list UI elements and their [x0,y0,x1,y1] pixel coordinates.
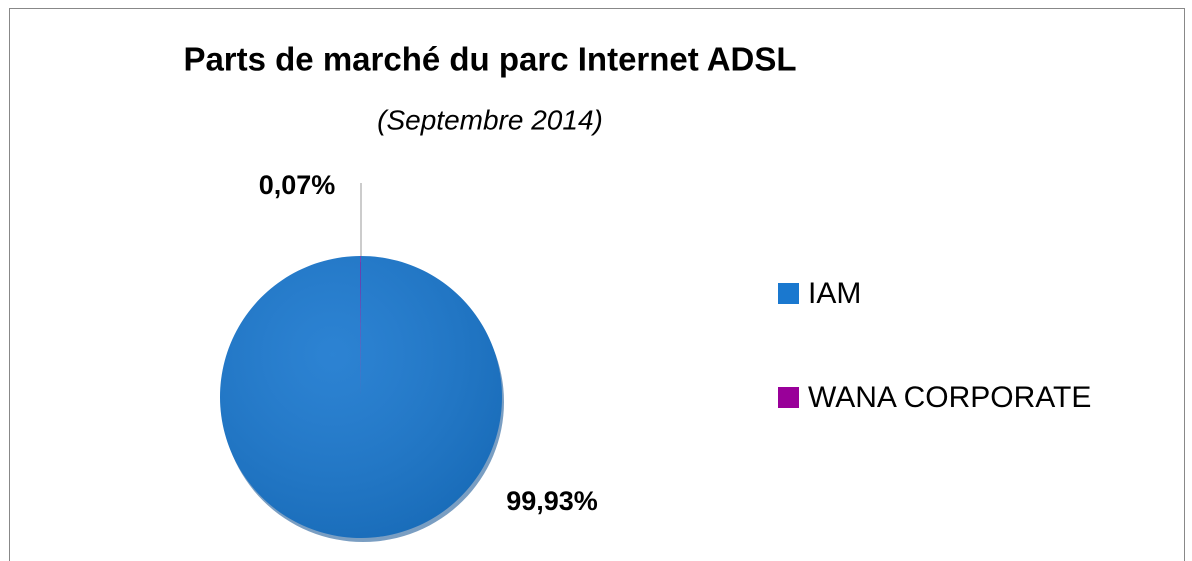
chart-subtitle: (Septembre 2014) [377,104,603,135]
legend-label: WANA CORPORATE [808,381,1091,414]
legend-label: IAM [808,277,861,310]
data-label: 0,07% [259,170,336,200]
chart-frame [9,8,1185,561]
data-label: 99,93% [506,486,598,516]
chart-title: Parts de marché du parc Internet ADSL [183,41,796,78]
pie-slice [220,256,503,538]
legend-swatch [778,387,799,408]
legend-swatch [778,283,799,304]
